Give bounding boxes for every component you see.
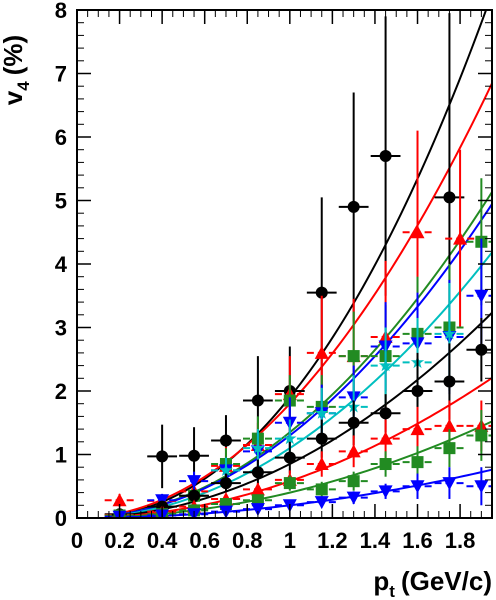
axes: 0 0.2 0.4 0.6 0.8 1 1.2 1.4 1.6 1.8 0 1 2 3 4 5 6 7 8 <box>55 0 493 553</box>
series-1-point-10 <box>453 231 468 245</box>
series-4-point-5 <box>378 358 393 372</box>
y-axis-label-sub: 4 <box>14 81 33 91</box>
y-axis-label-unit: (%) <box>0 35 28 75</box>
fit-curve-2 <box>108 191 492 518</box>
series-8-point-9 <box>410 480 425 494</box>
x-tick-label-2: 0.4 <box>147 528 178 553</box>
series-5-point-11 <box>475 343 488 356</box>
series-4 <box>211 283 465 484</box>
fit-curve-0 <box>108 10 488 518</box>
x-tick-label-9: 1.8 <box>445 528 476 553</box>
x-tick-label-3: 0.6 <box>189 528 220 553</box>
series-5-point-10 <box>443 375 456 388</box>
x-axis-label-main: p <box>373 566 389 596</box>
y-tick-label-7: 7 <box>55 62 67 87</box>
series-5-point-3 <box>219 477 232 490</box>
series-5-point-5 <box>283 451 296 464</box>
series-5-point-6 <box>315 432 328 445</box>
y-tick-label-6: 6 <box>55 125 67 150</box>
series-5-point-7 <box>347 416 360 429</box>
series-1-point-6 <box>314 345 329 359</box>
series-7-point-6 <box>315 483 328 496</box>
series-6-point-9 <box>410 422 425 436</box>
y-tick-label-5: 5 <box>55 189 67 214</box>
y-tick-label-8: 8 <box>55 0 67 23</box>
series-1-point-9 <box>410 225 425 239</box>
x-tick-label-7: 1.4 <box>360 528 391 553</box>
y-tick-label-3: 3 <box>55 316 67 341</box>
series-0-point-1 <box>188 449 201 462</box>
x-axis-label-sub: t <box>389 582 395 600</box>
series-7-point-10 <box>443 442 456 455</box>
series-3-point-10 <box>474 289 489 303</box>
series-3-point-1 <box>187 475 202 489</box>
series-7-point-5 <box>283 477 296 490</box>
series-8-point-6 <box>314 496 329 510</box>
plot-area <box>104 10 492 518</box>
series-4-point-2 <box>283 431 297 445</box>
y-axis-label: v4 (%) <box>0 35 33 105</box>
fit-curve-6 <box>108 377 492 518</box>
series-5-point-2 <box>188 489 201 502</box>
fit-curve-1 <box>108 82 492 517</box>
plot-content <box>104 10 492 518</box>
x-tick-label-5: 1 <box>284 528 296 553</box>
series-8-point-4 <box>250 503 265 517</box>
series-7-point-8 <box>379 458 392 471</box>
series-6-point-6 <box>314 457 329 471</box>
series-5-point-4 <box>251 466 264 479</box>
series-7-point-7 <box>347 475 360 488</box>
y-tick-label-2: 2 <box>55 379 67 404</box>
fit-curve-3 <box>108 203 492 518</box>
series-8-point-10 <box>442 477 457 491</box>
y-tick-label-4: 4 <box>55 252 68 277</box>
x-tick-label-4: 0.8 <box>232 528 263 553</box>
series-6-point-7 <box>346 444 361 458</box>
series-8-point-8 <box>378 485 393 499</box>
series-7-point-9 <box>411 456 424 469</box>
series-8-point-7 <box>346 491 361 505</box>
series-4-point-7 <box>442 326 457 340</box>
series-7-point-11 <box>475 429 488 442</box>
series-6-point-10 <box>442 418 457 432</box>
series-6-point-8 <box>378 431 393 445</box>
series-2-point-5 <box>347 350 360 363</box>
x-tick-label-6: 1.2 <box>317 528 348 553</box>
series-4-point-0 <box>219 463 233 477</box>
series-0-point-2 <box>219 434 232 447</box>
y-tick-label-1: 1 <box>55 443 67 468</box>
series-6-point-4 <box>250 482 265 496</box>
plot-frame <box>76 9 493 519</box>
series-0-point-6 <box>347 200 360 213</box>
series-4-point-3 <box>315 406 329 419</box>
series-0-point-5 <box>315 286 328 299</box>
x-axis-label: pt (GeV/c) <box>373 566 492 600</box>
y-tick-label-0: 0 <box>55 506 67 531</box>
series-5-point-8 <box>379 407 392 420</box>
series-5-point-9 <box>411 385 424 397</box>
x-tick-label-8: 1.6 <box>402 528 433 553</box>
x-tick-label-1: 0.2 <box>104 528 135 553</box>
series-1-point-0 <box>112 493 127 507</box>
series-0-point-7 <box>379 150 392 163</box>
x-axis-label-unit: (GeV/c) <box>401 566 492 596</box>
series-4-point-1 <box>251 441 265 454</box>
y-axis-label-main: v <box>0 90 28 105</box>
series-0-point-3 <box>251 394 264 407</box>
x-tick-label-0: 0 <box>71 528 83 553</box>
fit-curve-4 <box>108 251 492 518</box>
series-0-point-0 <box>156 450 169 463</box>
series-8-point-11 <box>474 480 489 494</box>
series-0-point-8 <box>443 191 456 204</box>
